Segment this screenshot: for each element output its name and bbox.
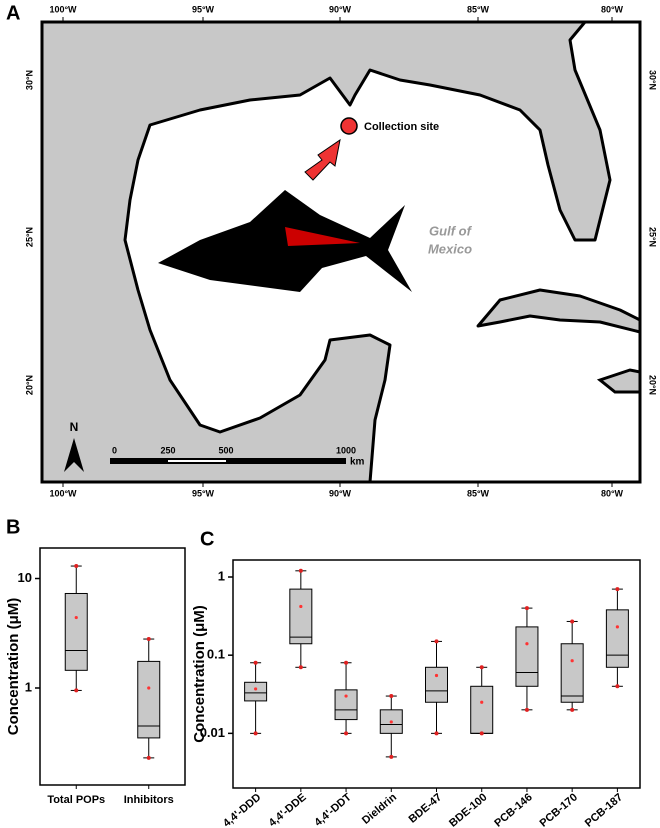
lat-label: 25°N <box>648 227 658 247</box>
lon-label: 100°W <box>49 488 77 498</box>
lat-label: 30°N <box>648 70 658 90</box>
lat-label: 25°N <box>24 227 34 247</box>
y-tick-label: 0.1 <box>207 647 225 662</box>
min-point <box>146 755 151 760</box>
scale-tick: 1000 <box>336 445 356 455</box>
lat-label: 20°N <box>24 375 34 395</box>
panel-label: B <box>6 516 20 538</box>
y-tick-label: 1 <box>218 568 225 583</box>
box <box>605 609 629 668</box>
lon-label: 80°W <box>601 4 624 14</box>
box <box>64 592 88 671</box>
scale-bar <box>168 460 226 462</box>
box <box>137 660 161 739</box>
min-point <box>479 731 484 736</box>
max-point <box>253 660 258 665</box>
y-tick-label: 10 <box>18 570 32 585</box>
max-point <box>434 639 439 644</box>
y-tick-label: 1 <box>25 679 32 694</box>
y-tick-label: 0.01 <box>200 725 225 740</box>
lon-label: 85°W <box>467 4 490 14</box>
tuna <box>158 190 412 292</box>
min-point <box>344 731 349 736</box>
box <box>470 685 494 734</box>
site-marker <box>340 117 358 135</box>
max-point <box>570 619 575 624</box>
mean <box>74 615 78 620</box>
x-tick-label: Dieldrin <box>360 791 399 827</box>
x-tick-label: BDE-100 <box>447 791 489 828</box>
lon-label: 95°W <box>192 488 215 498</box>
site-label: Collection site <box>364 121 439 133</box>
x-tick-label: PCB-187 <box>583 791 625 828</box>
box <box>244 681 268 702</box>
box <box>425 666 448 703</box>
mean <box>344 694 348 698</box>
mean <box>570 659 574 663</box>
min-point <box>389 754 394 759</box>
max-point <box>344 660 349 665</box>
plot-frame <box>39 547 186 786</box>
lon-label: 95°W <box>192 4 215 14</box>
mean <box>147 686 151 690</box>
x-tick-label: 4,4'-DDD <box>221 791 264 828</box>
mean <box>299 604 303 609</box>
max-point <box>524 606 529 611</box>
tuna-muscle <box>285 227 360 246</box>
min-point <box>253 731 258 736</box>
min-point <box>74 688 79 693</box>
north-arrow <box>64 438 84 472</box>
scale-tick: 250 <box>160 445 175 455</box>
min-point <box>570 707 575 712</box>
panel-label: C <box>200 528 214 550</box>
max-point <box>146 637 151 642</box>
lon-label: 85°W <box>467 488 490 498</box>
y-axis-label: Concentration (μM) <box>191 605 208 743</box>
min-point <box>524 707 529 712</box>
mean <box>254 687 258 691</box>
scale-tick: 500 <box>218 445 233 455</box>
x-tick-label: 4,4'-DDT <box>312 791 354 828</box>
x-tick-label: PCB-146 <box>492 791 534 828</box>
lon-label: 100°W <box>49 4 77 14</box>
box <box>560 643 584 703</box>
gulf-label: Gulf of <box>429 223 473 238</box>
x-tick-label: 4,4'-DDE <box>267 791 309 828</box>
lon-label: 90°W <box>329 488 352 498</box>
lon-label: 80°W <box>601 488 624 498</box>
min-point <box>615 684 620 689</box>
lat-label: 30°N <box>24 70 34 90</box>
x-tick-label: PCB-170 <box>538 791 580 828</box>
lon-label: 90°W <box>329 4 352 14</box>
lat-label: 20°N <box>648 375 658 395</box>
x-tick-label: BDE-47 <box>407 791 445 825</box>
mean <box>615 625 619 629</box>
mean <box>525 642 529 646</box>
mean <box>434 673 439 678</box>
min-point <box>298 665 303 670</box>
scale-tick: 0 <box>112 445 117 455</box>
box <box>334 689 358 721</box>
y-axis-label: Concentration (μM) <box>5 598 22 736</box>
box <box>515 626 539 687</box>
max-point <box>298 568 303 573</box>
max-point <box>479 665 484 670</box>
mean <box>389 720 393 724</box>
map-frame <box>40 20 642 484</box>
x-tick-label: Total POPs <box>47 794 105 806</box>
max-point <box>389 694 394 699</box>
min-point <box>434 731 439 736</box>
max-point <box>74 564 79 569</box>
scale-unit: km <box>350 457 365 468</box>
box <box>289 588 313 645</box>
x-tick-label: Inhibitors <box>124 794 174 806</box>
max-point <box>615 587 620 592</box>
north-label: N <box>70 420 79 434</box>
panel-label: A <box>6 2 20 24</box>
mean <box>480 700 484 704</box>
scale-bar <box>110 458 346 464</box>
arrow <box>304 138 341 181</box>
gulf-label: Mexico <box>428 241 472 256</box>
